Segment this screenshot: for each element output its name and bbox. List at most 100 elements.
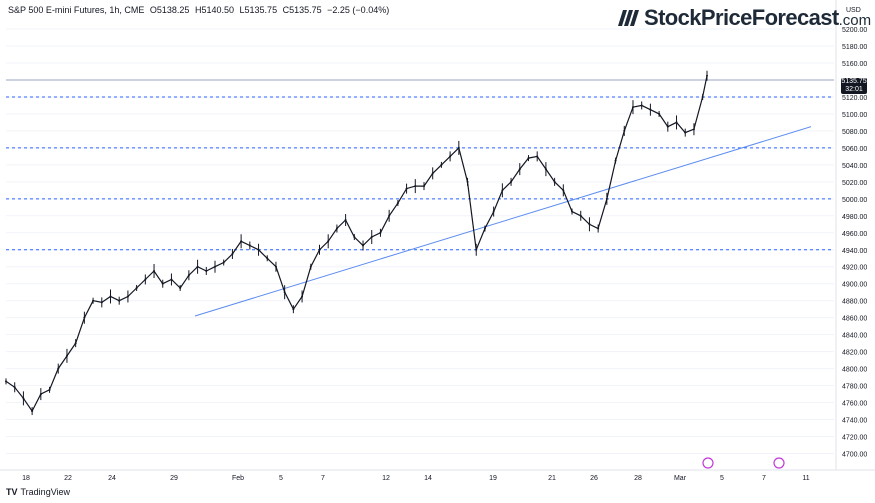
data-point: [588, 223, 591, 226]
data-point: [179, 286, 182, 289]
y-tick-label: 4900.00: [842, 282, 867, 289]
data-point: [83, 316, 86, 319]
trendline-layer: [194, 126, 812, 317]
data-point: [153, 269, 156, 272]
data-point: [327, 240, 330, 243]
x-tick-label: 5: [720, 475, 724, 482]
data-point: [161, 282, 164, 285]
data-point: [257, 248, 260, 251]
y-tick-label: 4760.00: [842, 401, 867, 408]
data-point: [240, 240, 243, 243]
y-tick-label: 5060.00: [842, 146, 867, 153]
support-resistance-levels: [6, 79, 834, 251]
low-value: L5135.75: [239, 5, 278, 15]
event-marker-icon[interactable]: [702, 457, 714, 469]
data-point: [675, 121, 678, 124]
data-point: [170, 278, 173, 281]
x-tick-label: Mar: [674, 475, 687, 482]
x-tick-label: 19: [489, 475, 497, 482]
data-point: [126, 295, 129, 298]
y-tick-label: 4800.00: [842, 367, 867, 374]
data-point: [231, 253, 234, 256]
x-tick-label: 21: [548, 475, 556, 482]
y-tick-label: 5040.00: [842, 163, 867, 170]
data-point: [422, 185, 425, 188]
data-point: [318, 248, 321, 251]
data-point: [457, 146, 460, 149]
y-tick-label: 5000.00: [842, 197, 867, 204]
data-point: [414, 185, 417, 188]
data-point: [623, 129, 626, 132]
time-axis[interactable]: 18 22 24 29 Feb 5 7 12 14 19 21 26 28 Mar 5 7 11: [0, 469, 875, 482]
y-tick-label: 4720.00: [842, 435, 867, 442]
data-point: [301, 295, 304, 298]
data-point: [213, 265, 216, 268]
data-point: [562, 189, 565, 192]
data-point: [440, 163, 443, 166]
data-point: [274, 265, 277, 268]
currency-label: USD: [846, 7, 861, 14]
data-point: [205, 269, 208, 272]
data-point: [396, 202, 399, 205]
chart-grid: [6, 28, 834, 455]
y-tick-label: 5120.00: [842, 95, 867, 102]
data-point: [701, 95, 704, 98]
y-tick-label: 4960.00: [842, 231, 867, 238]
y-tick-label: 4840.00: [842, 333, 867, 340]
brand-name: StockPriceForecast: [644, 5, 839, 30]
data-point: [187, 274, 190, 277]
data-point: [48, 388, 51, 391]
data-point: [631, 106, 634, 109]
data-point: [605, 197, 608, 200]
brand-logo: StockPriceForecast.com: [618, 5, 871, 31]
data-point: [135, 286, 138, 289]
data-point: [684, 131, 687, 134]
tradingview-logo-icon: TV: [6, 487, 18, 497]
tradingview-attribution[interactable]: TV TradingView: [6, 487, 70, 497]
data-point: [92, 299, 95, 302]
y-tick-label: 4920.00: [842, 265, 867, 272]
x-tick-label: 11: [802, 475, 809, 482]
brand-slashes-icon: [618, 10, 639, 26]
data-point: [692, 128, 695, 131]
data-point: [483, 227, 486, 230]
x-tick-label: Feb: [232, 475, 244, 482]
data-point: [379, 231, 382, 234]
y-tick-label: 4740.00: [842, 418, 867, 425]
data-point: [527, 157, 530, 160]
price-axis[interactable]: 4700.00 4720.00 4740.00 4760.00 4780.00 4800.…: [835, 0, 867, 470]
y-tick-label: 4940.00: [842, 248, 867, 255]
data-point: [5, 380, 7, 383]
data-point: [614, 159, 617, 162]
symbol-name[interactable]: S&P 500 E-mini Futures, 1h, CME: [8, 5, 145, 15]
y-tick-label: 5180.00: [842, 44, 867, 51]
event-marker-icon[interactable]: [773, 457, 785, 469]
price-series-layer: [5, 70, 708, 416]
data-point: [39, 393, 42, 396]
y-tick-label: 4860.00: [842, 316, 867, 323]
data-point: [544, 168, 547, 171]
brand-suffix: .com: [838, 12, 872, 29]
trendline: [194, 126, 812, 317]
y-tick-label: 5100.00: [842, 112, 867, 119]
data-point: [706, 74, 708, 77]
countdown-label: 32:01: [845, 86, 863, 93]
data-point: [571, 210, 574, 213]
x-tick-label: 22: [64, 475, 72, 482]
data-point: [222, 261, 225, 264]
data-point: [22, 397, 25, 400]
x-tick-label: 7: [762, 475, 766, 482]
y-tick-label: 4980.00: [842, 214, 867, 221]
y-tick-label: 5160.00: [842, 61, 867, 68]
last-price-label: 5135.75: [841, 78, 867, 85]
data-point: [640, 104, 643, 107]
x-tick-label: 24: [108, 475, 116, 482]
last-price-badge: 5135.75 32:01: [841, 78, 867, 94]
data-point: [466, 180, 469, 183]
x-tick-label: 14: [424, 475, 432, 482]
x-tick-label: 12: [382, 475, 390, 482]
x-tick-label: 29: [170, 475, 178, 482]
data-point: [118, 299, 121, 302]
data-point: [510, 180, 513, 183]
